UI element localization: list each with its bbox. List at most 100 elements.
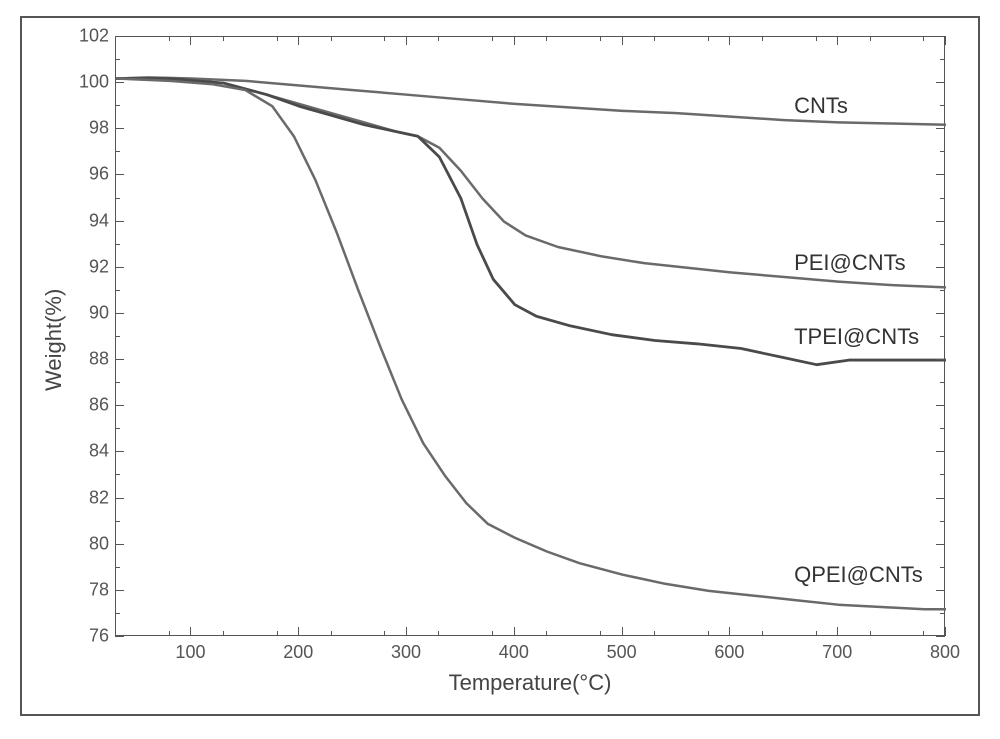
y-tick-right (936, 451, 945, 452)
y-tick-label: 90 (71, 302, 109, 323)
x-tick (729, 627, 730, 636)
x-tick-label: 200 (283, 642, 313, 663)
x-minor-tick-top (331, 36, 332, 41)
x-minor-tick-top (384, 36, 385, 41)
y-tick-label: 92 (71, 256, 109, 277)
y-tick-label: 80 (71, 533, 109, 554)
x-tick-top (729, 36, 730, 45)
series-label-pei-cnts: PEI@CNTs (794, 250, 906, 276)
x-tick-label: 500 (607, 642, 637, 663)
y-minor-tick (115, 198, 120, 199)
y-minor-tick (115, 151, 120, 152)
y-tick (115, 267, 124, 268)
y-minor-tick-right (940, 151, 945, 152)
y-minor-tick (115, 59, 120, 60)
x-minor-tick-top (923, 36, 924, 41)
y-tick (115, 313, 124, 314)
x-minor-tick (331, 631, 332, 636)
x-minor-tick-top (169, 36, 170, 41)
y-tick (115, 128, 124, 129)
y-tick (115, 82, 124, 83)
y-minor-tick (115, 613, 120, 614)
y-tick-label: 100 (71, 72, 109, 93)
y-minor-tick-right (940, 105, 945, 106)
x-tick (945, 627, 946, 636)
x-minor-tick (384, 631, 385, 636)
x-tick-label: 800 (930, 642, 960, 663)
y-tick-right (936, 405, 945, 406)
x-tick-label: 300 (391, 642, 421, 663)
x-minor-tick-top (438, 36, 439, 41)
x-minor-tick-top (600, 36, 601, 41)
y-tick-right (936, 590, 945, 591)
y-tick-right (936, 498, 945, 499)
series-label-qpei-cnts: QPEI@CNTs (794, 562, 923, 588)
x-tick (298, 627, 299, 636)
x-tick (622, 627, 623, 636)
y-tick-right (936, 174, 945, 175)
x-minor-tick (816, 631, 817, 636)
y-axis-label: Weight(%) (41, 289, 67, 391)
series-label-tpei-cnts: TPEI@CNTs (794, 324, 919, 350)
y-tick (115, 221, 124, 222)
x-minor-tick-top (277, 36, 278, 41)
x-minor-tick (169, 631, 170, 636)
y-minor-tick (115, 428, 120, 429)
x-minor-tick (277, 631, 278, 636)
y-tick (115, 451, 124, 452)
x-minor-tick (654, 631, 655, 636)
y-tick-right (936, 36, 945, 37)
y-tick-right (936, 221, 945, 222)
y-minor-tick-right (940, 336, 945, 337)
x-minor-tick-top (654, 36, 655, 41)
x-minor-tick-top (223, 36, 224, 41)
y-tick-label: 98 (71, 118, 109, 139)
series-label-cnts: CNTs (794, 93, 848, 119)
y-minor-tick-right (940, 59, 945, 60)
y-tick-right (936, 636, 945, 637)
y-tick-right (936, 267, 945, 268)
y-tick-right (936, 128, 945, 129)
y-tick (115, 636, 124, 637)
x-tick (406, 627, 407, 636)
x-tick-top (298, 36, 299, 45)
x-minor-tick (546, 631, 547, 636)
y-minor-tick (115, 474, 120, 475)
y-tick (115, 36, 124, 37)
y-tick-label: 78 (71, 579, 109, 600)
x-minor-tick-top (546, 36, 547, 41)
y-tick-label: 96 (71, 164, 109, 185)
x-minor-tick (438, 631, 439, 636)
x-minor-tick (870, 631, 871, 636)
x-tick-top (837, 36, 838, 45)
y-minor-tick-right (940, 244, 945, 245)
y-minor-tick-right (940, 290, 945, 291)
y-minor-tick (115, 290, 120, 291)
y-minor-tick-right (940, 428, 945, 429)
x-minor-tick-top (708, 36, 709, 41)
x-tick (837, 627, 838, 636)
y-minor-tick-right (940, 382, 945, 383)
y-tick (115, 544, 124, 545)
y-tick-label: 82 (71, 487, 109, 508)
y-tick-right (936, 313, 945, 314)
x-tick-top (514, 36, 515, 45)
x-minor-tick-top (762, 36, 763, 41)
y-tick (115, 359, 124, 360)
y-tick-label: 76 (71, 626, 109, 647)
x-minor-tick (762, 631, 763, 636)
x-tick-top (622, 36, 623, 45)
y-minor-tick-right (940, 567, 945, 568)
y-tick (115, 174, 124, 175)
y-tick-label: 84 (71, 441, 109, 462)
x-minor-tick (708, 631, 709, 636)
y-minor-tick (115, 105, 120, 106)
y-minor-tick-right (940, 198, 945, 199)
x-minor-tick-top (816, 36, 817, 41)
y-tick-right (936, 82, 945, 83)
x-minor-tick (223, 631, 224, 636)
x-tick (514, 627, 515, 636)
y-tick (115, 405, 124, 406)
y-minor-tick-right (940, 521, 945, 522)
y-tick-label: 102 (71, 26, 109, 47)
